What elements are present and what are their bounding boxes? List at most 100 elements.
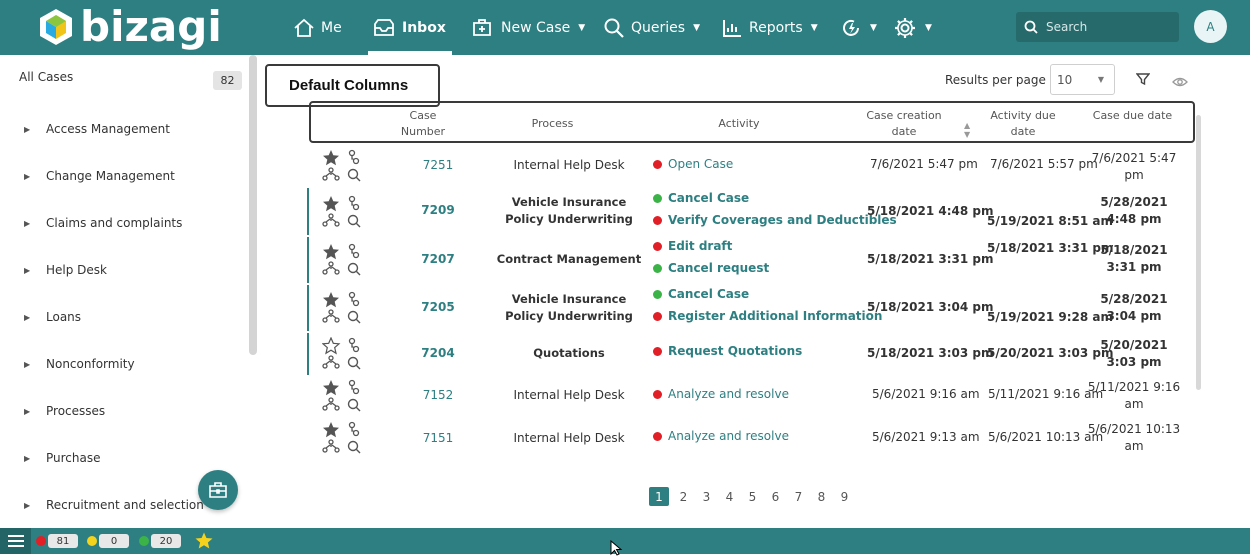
sidebar-item-help-desk[interactable]: ▶ Help Desk: [24, 263, 107, 277]
search-icon: [1024, 20, 1038, 34]
sidebar-item-nonconformity[interactable]: ▶ Nonconformity: [24, 357, 135, 371]
on-time-cases-counter[interactable]: 20: [139, 534, 181, 548]
sidebar-item-change-management[interactable]: ▶ Change Management: [24, 169, 175, 183]
overdue-cases-counter[interactable]: 81: [36, 534, 78, 548]
activity-item[interactable]: Open Case: [653, 157, 733, 171]
case-number-link[interactable]: 7204: [421, 346, 455, 360]
activity-item[interactable]: Analyze and resolve: [653, 429, 789, 443]
activity-item[interactable]: Request Quotations: [653, 344, 802, 358]
caret-right-icon: ▶: [24, 171, 31, 181]
row-actions-icons[interactable]: [322, 337, 368, 373]
bizagi-logo[interactable]: bizagi: [36, 4, 222, 50]
results-per-page-select[interactable]: 10 ▼: [1050, 64, 1115, 95]
case-number-link[interactable]: 7207: [421, 252, 455, 266]
page-button[interactable]: 1: [649, 487, 669, 506]
row-actions-icons[interactable]: [322, 149, 368, 185]
active-tab-indicator: [368, 51, 452, 55]
activity-item[interactable]: Cancel Case: [653, 287, 749, 301]
activity-item[interactable]: Edit draft: [653, 239, 732, 253]
activity-link[interactable]: Verify Coverages and Deductibles: [668, 213, 897, 227]
nav-automation[interactable]: ▼: [840, 0, 877, 55]
column-header-process[interactable]: Process: [531, 117, 574, 130]
all-cases-link[interactable]: All Cases: [19, 70, 74, 84]
favorites-star-icon[interactable]: [195, 532, 213, 549]
status-dot-red: [653, 311, 662, 321]
row-actions-icons[interactable]: [322, 195, 368, 231]
column-header-case-creation-date[interactable]: Case creation date: [866, 109, 942, 138]
chevron-down-icon: ▼: [1097, 75, 1104, 84]
case-number-link[interactable]: 7251: [422, 158, 454, 172]
nav-inbox[interactable]: Inbox: [372, 0, 446, 55]
row-actions-icons[interactable]: [322, 291, 368, 327]
caret-right-icon: ▶: [24, 124, 31, 134]
filter-icon[interactable]: [1135, 71, 1151, 90]
nav-me[interactable]: Me: [293, 0, 342, 55]
page-button[interactable]: 4: [725, 489, 734, 504]
page-button[interactable]: 2: [679, 489, 688, 504]
magnifier-icon: [347, 262, 361, 276]
sidebar-item-label: Change Management: [46, 169, 175, 183]
column-header-activity[interactable]: Activity: [718, 117, 760, 130]
activity-link[interactable]: Cancel Case: [668, 287, 750, 301]
row-actions-icons[interactable]: [322, 379, 368, 415]
sidebar-item-label: Nonconformity: [46, 357, 135, 371]
process-map-icon: [322, 439, 340, 453]
page-button[interactable]: 5: [748, 489, 757, 504]
search-box[interactable]: [1016, 12, 1179, 42]
nav-queries[interactable]: Queries ▼: [603, 0, 700, 55]
page-button[interactable]: 7: [794, 489, 803, 504]
case-number-link[interactable]: 7205: [421, 300, 455, 314]
activity-link[interactable]: Analyze and resolve: [668, 429, 789, 443]
row-actions-icons[interactable]: [322, 243, 368, 279]
column-header-activity-due-date[interactable]: Activity due date: [990, 109, 1056, 138]
search-input[interactable]: [1046, 20, 1166, 34]
activity-link[interactable]: Request Quotations: [668, 344, 803, 358]
activity-link[interactable]: Open Case: [668, 157, 734, 171]
workflow-icon: [348, 149, 360, 165]
activity-link[interactable]: Cancel Case: [668, 191, 750, 205]
avatar[interactable]: A: [1194, 10, 1227, 43]
sidebar-item-access-management[interactable]: ▶ Access Management: [24, 122, 170, 136]
sidebar-scrollbar[interactable]: [249, 55, 257, 355]
sidebar-item-processes[interactable]: ▶ Processes: [24, 404, 105, 418]
page-button[interactable]: 8: [817, 489, 826, 504]
sidebar-item-claims-and-complaints[interactable]: ▶ Claims and complaints: [24, 216, 182, 230]
status-dot-green: [653, 263, 662, 273]
nav-reports[interactable]: Reports ▼: [721, 0, 818, 55]
activity-item[interactable]: Verify Coverages and Deductibles: [653, 213, 897, 227]
activity-item[interactable]: Cancel request: [653, 261, 769, 275]
nav-new-case[interactable]: New Case ▼: [471, 0, 585, 55]
activity-item[interactable]: Cancel Case: [653, 191, 749, 205]
page-button[interactable]: 9: [840, 489, 849, 504]
nav-settings[interactable]: ▼: [893, 0, 932, 55]
sidebar-item-purchase[interactable]: ▶ Purchase: [24, 451, 101, 465]
new-case-fab-button[interactable]: [198, 470, 238, 510]
status-dot-yellow: [87, 536, 97, 546]
table-scrollbar[interactable]: [1196, 115, 1201, 390]
case-number-link[interactable]: 7209: [421, 203, 455, 217]
page-button[interactable]: 3: [702, 489, 711, 504]
activity-item[interactable]: Register Additional Information: [653, 309, 882, 323]
row-unread-marker: [307, 285, 309, 331]
column-header-case-number[interactable]: Case Number: [400, 109, 446, 138]
at-risk-cases-counter[interactable]: 0: [87, 534, 129, 548]
sidebar-item-loans[interactable]: ▶ Loans: [24, 310, 81, 324]
process-map-icon: [322, 167, 340, 181]
activity-link[interactable]: Analyze and resolve: [668, 387, 789, 401]
activity-link[interactable]: Cancel request: [668, 261, 770, 275]
activity-item[interactable]: Analyze and resolve: [653, 387, 789, 401]
magnifier-icon: [347, 356, 361, 370]
column-header-case-due-date[interactable]: Case due date: [1092, 109, 1173, 122]
activity-link[interactable]: Register Additional Information: [668, 309, 883, 323]
case-number-link[interactable]: 7152: [422, 388, 454, 402]
sort-descending-icon[interactable]: ▲ ▼: [964, 121, 971, 139]
sidebar-item-recruitment-and-selection[interactable]: ▶ Recruitment and selection: [24, 498, 204, 512]
menu-toggle-button[interactable]: [0, 528, 31, 554]
case-number-link[interactable]: 7151: [422, 431, 454, 445]
activity-link[interactable]: Edit draft: [668, 239, 733, 253]
page-button[interactable]: 6: [771, 489, 780, 504]
case-creation-date: 5/18/2021 3:04 pm: [867, 300, 994, 314]
row-actions-icons[interactable]: [322, 421, 368, 457]
eye-icon[interactable]: [1172, 73, 1188, 92]
case-due-date: 5/20/2021 3:03 pm: [1100, 338, 1168, 369]
